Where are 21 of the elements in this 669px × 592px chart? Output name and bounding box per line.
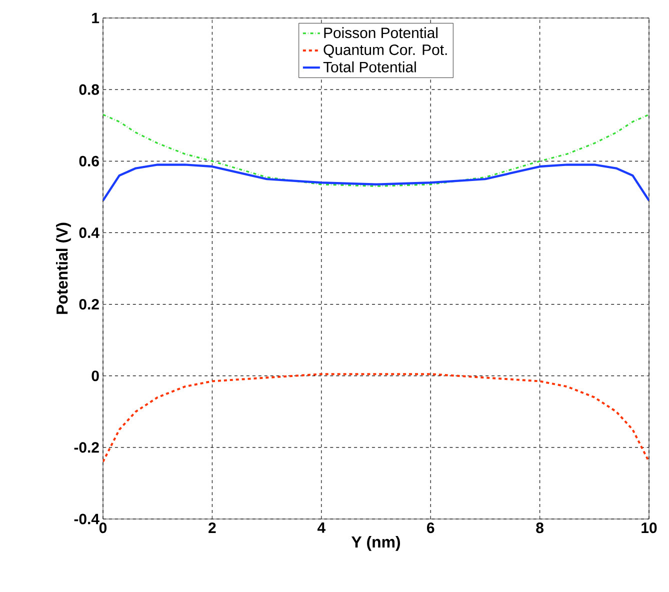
- line-series: [103, 164, 650, 202]
- y-tick-label: 0.8: [79, 84, 100, 95]
- y-tick-label: 0.2: [79, 298, 99, 310]
- y-tick-label: -0.2: [74, 442, 99, 453]
- legend-label: Poisson Potential: [324, 27, 438, 38]
- y-tick-label: -0.4: [74, 514, 100, 524]
- legend-label: Total Potential: [323, 61, 416, 72]
- y-tick-label: 0: [92, 370, 99, 382]
- x-tick-label: 6: [426, 522, 434, 534]
- x-tick-label: 0: [99, 522, 107, 534]
- x-tick-label: 4: [317, 522, 326, 533]
- x-tick-label: 8: [536, 522, 544, 534]
- line-series: [103, 114, 650, 187]
- x-tick-label: 2: [208, 522, 216, 533]
- x-axis-title: Y (nm): [351, 536, 400, 551]
- y-tick-label: 0.6: [79, 156, 99, 166]
- y-tick-label: 1: [92, 12, 100, 24]
- y-tick-label: 0.4: [79, 227, 100, 238]
- x-tick-label: 10: [642, 522, 657, 534]
- y-axis-title: Potential (V): [56, 222, 71, 314]
- legend-label: Quantum Cor. Pot.: [324, 44, 447, 58]
